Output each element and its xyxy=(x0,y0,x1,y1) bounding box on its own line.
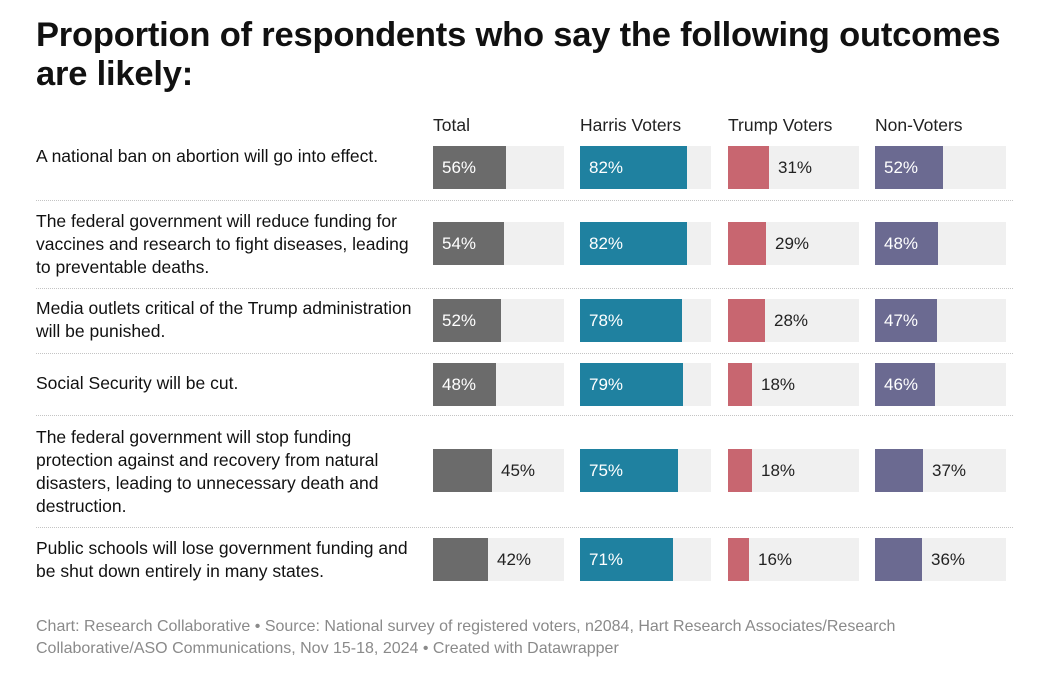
row-label: Social Security will be cut. xyxy=(36,373,239,393)
bar-track: 18% xyxy=(728,363,859,406)
chart-title: Proportion of respondents who say the fo… xyxy=(36,16,1001,93)
bar-track: 52% xyxy=(433,299,564,342)
bar-total xyxy=(433,538,488,581)
data-label: 82% xyxy=(589,234,624,253)
column-header-harris-voters: Harris Voters xyxy=(580,115,682,135)
bar-track: 18% xyxy=(728,449,859,492)
bar-track: 46% xyxy=(875,363,1006,406)
bar-total xyxy=(433,222,504,265)
bar-harris-voters xyxy=(580,363,683,406)
bar-trump-voters xyxy=(728,538,749,581)
bar-track: 82% xyxy=(580,222,711,265)
data-label: 31% xyxy=(778,158,813,177)
row-separator xyxy=(36,288,1013,289)
row-separator xyxy=(36,200,1013,201)
bar-non-voters xyxy=(875,222,938,265)
bar-total xyxy=(433,363,496,406)
column-header-trump-voters: Trump Voters xyxy=(728,115,833,135)
bar-harris-voters xyxy=(580,222,687,265)
row-label: Media outlets critical of the Trump admi… xyxy=(36,298,412,341)
bar-harris-voters xyxy=(580,146,687,189)
data-label: 79% xyxy=(589,375,624,394)
data-label: 28% xyxy=(774,311,809,330)
bar-trump-voters xyxy=(728,222,766,265)
column-header-total: Total xyxy=(433,115,470,135)
bar-trump-voters xyxy=(728,449,752,492)
bar-track: 79% xyxy=(580,363,711,406)
bar-non-voters xyxy=(875,538,922,581)
data-label: 75% xyxy=(589,461,624,480)
bar-track: 45% xyxy=(433,449,564,492)
bar-track: 78% xyxy=(580,299,711,342)
data-label: 48% xyxy=(442,375,477,394)
bar-harris-voters xyxy=(580,299,682,342)
bar-non-voters xyxy=(875,146,943,189)
data-label: 45% xyxy=(501,461,536,480)
row-label: The federal government will stop funding… xyxy=(36,427,379,516)
data-label: 82% xyxy=(589,158,624,177)
bar-harris-voters xyxy=(580,538,673,581)
data-label: 18% xyxy=(761,461,796,480)
bar-track: 75% xyxy=(580,449,711,492)
data-label: 52% xyxy=(884,158,919,177)
bar-track: 54% xyxy=(433,222,564,265)
data-label: 52% xyxy=(442,311,477,330)
data-label: 71% xyxy=(589,550,624,569)
bar-track: 82% xyxy=(580,146,711,189)
column-header-non-voters: Non-Voters xyxy=(875,115,963,135)
data-label: 36% xyxy=(931,550,966,569)
bar-trump-voters xyxy=(728,299,765,342)
data-label: 37% xyxy=(932,461,967,480)
bar-track: 48% xyxy=(433,363,564,406)
row-separator xyxy=(36,353,1013,354)
bar-track: 71% xyxy=(580,538,711,581)
bar-non-voters xyxy=(875,363,935,406)
bar-harris-voters xyxy=(580,449,678,492)
bar-trump-voters xyxy=(728,363,752,406)
bar-track: 56% xyxy=(433,146,564,189)
bar-trump-voters xyxy=(728,146,769,189)
row-separator xyxy=(36,415,1013,416)
data-label: 42% xyxy=(497,550,532,569)
bar-total xyxy=(433,449,492,492)
data-label: 16% xyxy=(758,550,793,569)
data-label: 48% xyxy=(884,234,919,253)
bar-track: 16% xyxy=(728,538,859,581)
bar-track: 52% xyxy=(875,146,1006,189)
bar-track: 29% xyxy=(728,222,859,265)
data-label: 46% xyxy=(884,375,919,394)
chart-footer: Chart: Research Collaborative • Source: … xyxy=(36,618,896,657)
row-label: Public schools will lose government fund… xyxy=(36,538,408,581)
data-label: 56% xyxy=(442,158,477,177)
bar-track: 31% xyxy=(728,146,859,189)
bar-non-voters xyxy=(875,449,923,492)
bar-track: 47% xyxy=(875,299,1006,342)
bar-track: 36% xyxy=(875,538,1006,581)
row-label: A national ban on abortion will go into … xyxy=(36,146,379,166)
bar-total xyxy=(433,146,506,189)
data-label: 54% xyxy=(442,234,477,253)
bar-track: 48% xyxy=(875,222,1006,265)
data-label: 47% xyxy=(884,311,919,330)
bar-track: 28% xyxy=(728,299,859,342)
bar-track: 42% xyxy=(433,538,564,581)
bar-total xyxy=(433,299,501,342)
data-label: 18% xyxy=(761,375,796,394)
row-separator xyxy=(36,527,1013,528)
row-label: The federal government will reduce fundi… xyxy=(36,211,409,277)
bar-non-voters xyxy=(875,299,937,342)
bar-track: 37% xyxy=(875,449,1006,492)
data-label: 29% xyxy=(775,234,810,253)
data-label: 78% xyxy=(589,311,624,330)
